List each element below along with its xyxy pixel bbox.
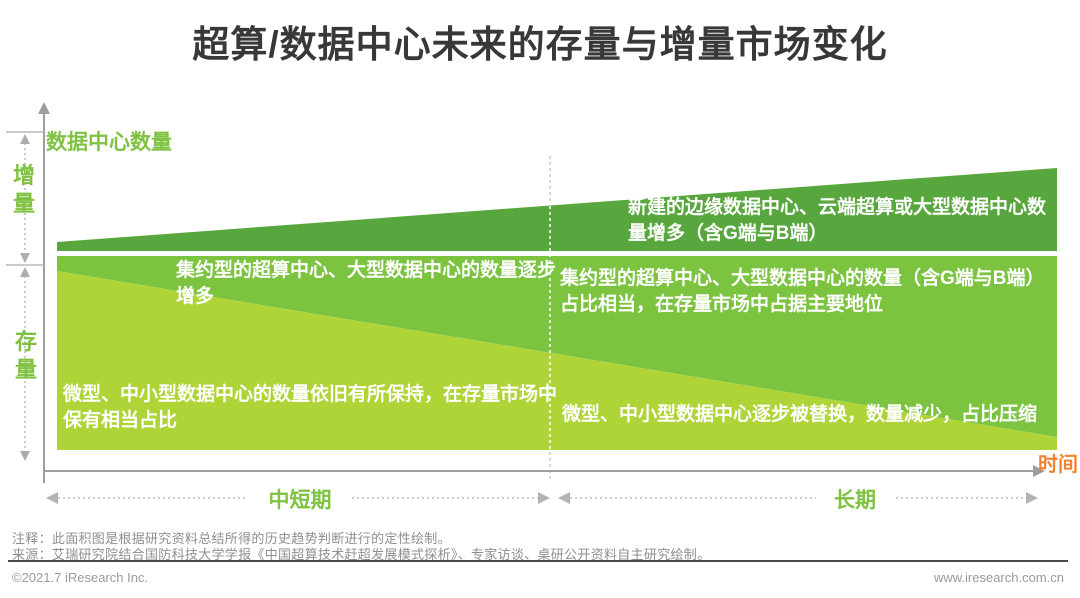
- annotation-stock-large-short-term: 集约型的超算中心、大型数据中心的数量逐步增多: [176, 260, 557, 307]
- note-annotation: 注释：此面积图是根据研究资料总结所得的历史趋势判断进行的定性绘制。: [12, 531, 451, 546]
- page-title: 超算/数据中心未来的存量与增量市场变化: [192, 24, 888, 65]
- x-axis-arrow-icon: [1033, 465, 1045, 477]
- x-axis-label: 时间: [1038, 454, 1078, 476]
- increment-bracket-label: 增量: [12, 163, 35, 216]
- footer-website: www.iresearch.com.cn: [933, 570, 1064, 585]
- period-long-arrow-right-icon: [1026, 492, 1038, 504]
- footer-copyright: ©2021.7 iResearch Inc.: [12, 570, 149, 585]
- y-axis-arrow-icon: [38, 102, 50, 114]
- increment-bracket-arrow-down-icon: [20, 253, 30, 263]
- area-increment-new-dc: [57, 168, 1057, 251]
- period-long-label: 长期: [834, 489, 876, 512]
- area-stock-small-dc: [57, 271, 1057, 450]
- stock-bracket-label: 存量: [14, 329, 37, 382]
- period-short-mid-arrow-right-icon: [538, 492, 550, 504]
- y-axis-label: 数据中心数量: [46, 131, 172, 154]
- note-source: 来源：艾瑞研究院结合国防科技大学学报《中国超算技术赶超发展模式探析》、专家访谈、…: [12, 547, 711, 562]
- increment-bracket-ticks: [6, 131, 44, 266]
- stock-bracket-arrow-down-icon: [20, 451, 30, 461]
- period-short-mid-label: 中短期: [268, 489, 332, 512]
- annotation-stock-small-long-term: 微型、中小型数据中心逐步被替换，数量减少，占比压缩: [562, 404, 1038, 425]
- stock-bracket-arrow-up-icon: [20, 267, 30, 277]
- footer-divider: [8, 560, 1068, 562]
- period-long-arrow-left-icon: [558, 492, 570, 504]
- annotation-stock-large-long-term: 集约型的超算中心、大型数据中心的数量（含G端与B端）占比相当，在存量市场中占据主…: [560, 268, 1045, 315]
- area-stock-large-dc: [57, 256, 1057, 437]
- annotation-increment-long-term: 新建的边缘数据中心、云端超算或大型数据中心数量增多（含G端与B端）: [628, 197, 1047, 244]
- increment-bracket-arrow-up-icon: [20, 134, 30, 144]
- period-short-mid-arrow-left-icon: [46, 492, 58, 504]
- annotation-stock-small-short-term: 微型、中小型数据中心的数量依旧有所保持，在存量市场中保有相当占比: [63, 384, 558, 431]
